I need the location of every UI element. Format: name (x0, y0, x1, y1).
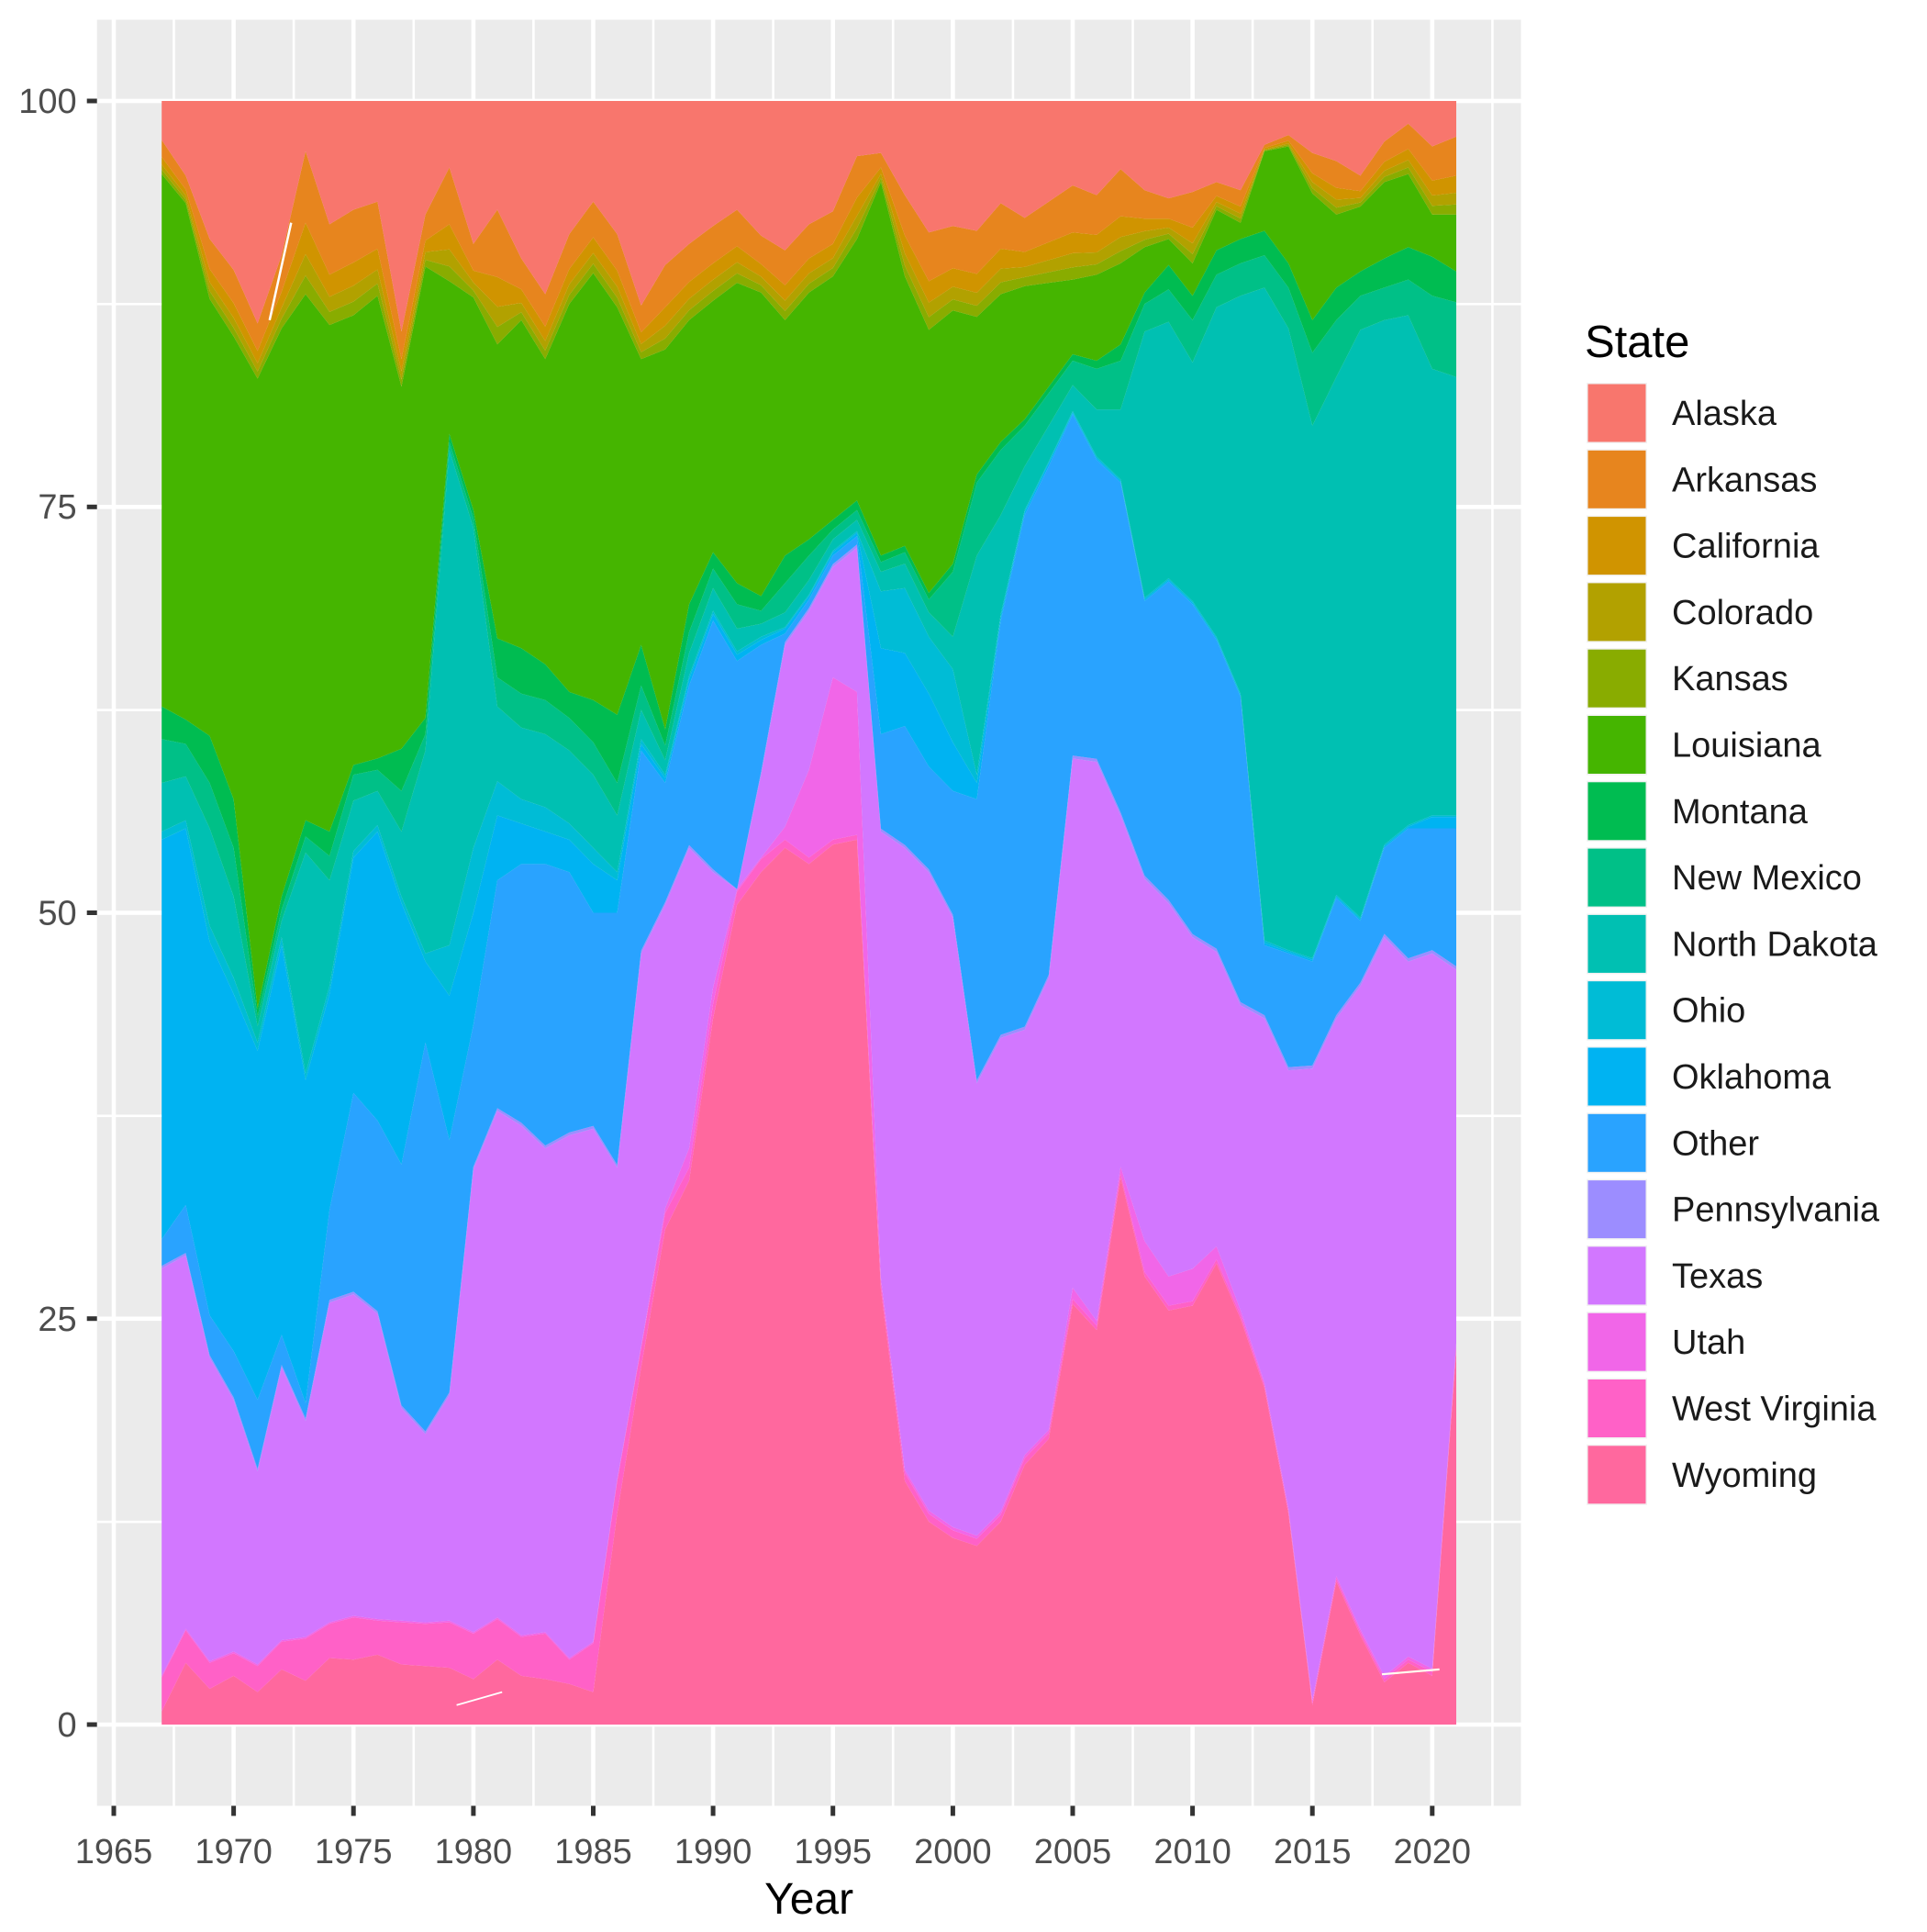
svg-text:Alaska: Alaska (1672, 395, 1777, 433)
svg-text:1995: 1995 (794, 1833, 872, 1871)
svg-text:Ohio: Ohio (1672, 992, 1745, 1031)
svg-text:Texas: Texas (1672, 1257, 1763, 1296)
svg-text:1990: 1990 (674, 1833, 752, 1871)
svg-text:2020: 2020 (1394, 1833, 1472, 1871)
svg-text:2000: 2000 (914, 1833, 992, 1871)
svg-text:75: 75 (38, 488, 76, 527)
svg-text:Wyoming: Wyoming (1672, 1457, 1817, 1495)
svg-text:Kansas: Kansas (1672, 660, 1788, 698)
svg-text:2005: 2005 (1034, 1833, 1112, 1871)
svg-text:50: 50 (38, 895, 76, 933)
svg-text:Oklahoma: Oklahoma (1672, 1058, 1832, 1097)
svg-text:Pennsylvania: Pennsylvania (1672, 1191, 1880, 1230)
svg-text:25: 25 (38, 1301, 76, 1339)
svg-text:2010: 2010 (1153, 1833, 1231, 1871)
svg-text:Arkansas: Arkansas (1672, 461, 1817, 499)
svg-text:100: 100 (18, 83, 76, 121)
svg-text:Utah: Utah (1672, 1323, 1745, 1362)
svg-text:1970: 1970 (195, 1833, 273, 1871)
svg-text:0: 0 (58, 1706, 77, 1745)
svg-text:Other: Other (1672, 1124, 1759, 1163)
svg-text:North Dakota: North Dakota (1672, 925, 1878, 964)
svg-text:Louisiana: Louisiana (1672, 727, 1822, 765)
svg-text:Year: Year (764, 1875, 853, 1924)
svg-text:1985: 1985 (554, 1833, 632, 1871)
svg-text:California: California (1672, 528, 1820, 566)
svg-text:Colorado: Colorado (1672, 594, 1813, 632)
svg-text:New Mexico: New Mexico (1672, 859, 1862, 898)
svg-text:State: State (1585, 318, 1689, 367)
svg-text:1965: 1965 (75, 1833, 153, 1871)
svg-text:1975: 1975 (315, 1833, 393, 1871)
svg-text:West Virginia: West Virginia (1672, 1390, 1877, 1429)
svg-text:1980: 1980 (435, 1833, 513, 1871)
svg-text:2015: 2015 (1274, 1833, 1352, 1871)
svg-text:Montana: Montana (1672, 793, 1809, 832)
